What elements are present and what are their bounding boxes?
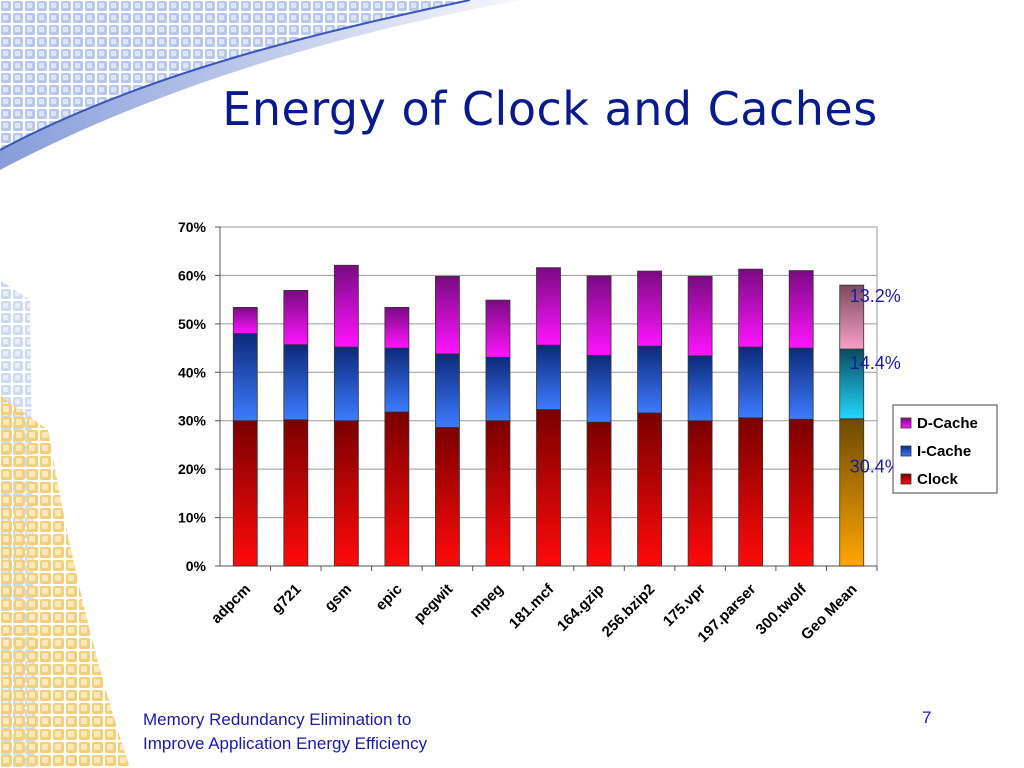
bar-dcache-segment [485, 299, 511, 358]
geo-mean-value-label: 30.4% [850, 456, 901, 476]
legend-label: D-Cache [917, 415, 978, 432]
top-left-blue-pattern [0, 0, 470, 150]
bar-icache-segment [536, 344, 561, 410]
bar-clock-segment [283, 419, 309, 567]
legend-swatch [900, 473, 912, 485]
y-tick-label: 10% [178, 510, 207, 526]
x-category-label: g721 [268, 581, 304, 617]
bar-icache-segment [333, 346, 359, 422]
bar-clock-segment [384, 411, 410, 567]
bar-clock-segment [586, 421, 612, 567]
x-category-label: 256.bzip2 [599, 581, 659, 641]
y-tick-label: 60% [178, 267, 207, 283]
top-swoosh-line [0, 0, 471, 151]
bar-icache-segment [788, 347, 814, 420]
legend-swatch [900, 417, 912, 429]
bar-icache-segment [586, 354, 612, 423]
x-category-label: adpcm [208, 581, 254, 627]
legend-label: I-Cache [917, 443, 971, 460]
x-category-label: 175.vpr [660, 581, 709, 630]
bar-icache-segment [232, 333, 258, 422]
bar-dcache-segment [435, 275, 460, 355]
y-tick-label: 30% [178, 413, 207, 429]
bar-icache-segment [283, 344, 309, 421]
bar-dcache-segment [637, 270, 662, 347]
bar-icache-segment [738, 346, 764, 419]
bar-dcache-segment [687, 275, 713, 357]
bar-icache-segment [384, 347, 410, 413]
bar-icache-segment [435, 353, 460, 428]
bar-clock-segment [485, 420, 511, 567]
bar-clock-segment [738, 417, 764, 567]
footer-line-2: Improve Application Energy Efficiency [143, 734, 428, 753]
bar-icache-segment [637, 345, 662, 414]
bar-clock-segment [637, 412, 662, 567]
geo-mean-value-label: 14.4% [850, 353, 901, 373]
geo-mean-value-label: 13.2% [850, 286, 901, 306]
bar-dcache-segment [283, 290, 309, 346]
bar-dcache-segment [232, 306, 258, 334]
y-tick-label: 20% [178, 461, 207, 477]
bar-dcache-segment [586, 275, 612, 356]
x-category-label: 181.mcf [506, 580, 558, 632]
x-category-label: epic [372, 581, 405, 614]
page-number: 7 [922, 708, 932, 727]
geo-mean-clock-segment [839, 418, 865, 567]
y-tick-label: 40% [178, 364, 207, 380]
bar-clock-segment [232, 420, 258, 567]
bottom-left-gold-pattern [0, 395, 130, 768]
footer-title: Memory Redundancy Elimination to Improve… [143, 708, 427, 756]
y-tick-label: 0% [186, 558, 207, 574]
x-category-label: gsm [321, 581, 355, 615]
bar-icache-segment [485, 356, 511, 422]
x-category-label: mpeg [466, 581, 506, 621]
legend-label: Clock [917, 471, 959, 488]
y-tick-label: 50% [178, 316, 207, 332]
footer-line-1: Memory Redundancy Elimination to [143, 710, 412, 729]
bar-dcache-segment [333, 264, 359, 348]
bar-clock-segment [333, 420, 359, 567]
geo-mean-icache-segment [839, 348, 865, 420]
bar-icache-segment [687, 355, 713, 422]
bar-clock-segment [435, 427, 460, 567]
bar-dcache-segment [536, 267, 561, 346]
slide-title: Energy of Clock and Caches [222, 82, 878, 136]
x-category-label: pegwit [411, 581, 457, 627]
bar-dcache-segment [788, 270, 814, 349]
bar-clock-segment [788, 418, 814, 567]
geo-mean-dcache-segment [839, 284, 865, 350]
bar-clock-segment [536, 409, 561, 567]
legend-swatch [900, 445, 912, 457]
bar-dcache-segment [738, 268, 764, 348]
bar-dcache-segment [384, 306, 410, 349]
y-tick-label: 70% [178, 219, 207, 235]
bar-clock-segment [687, 420, 713, 567]
